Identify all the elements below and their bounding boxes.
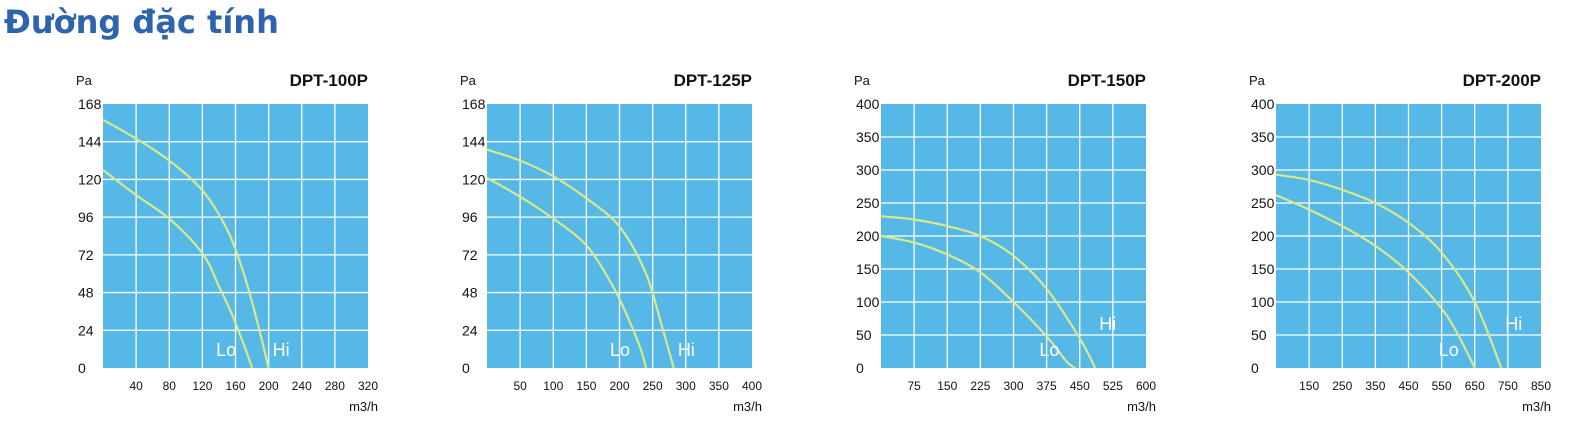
x-tick-label: 450: [1070, 379, 1090, 393]
curve-label-lo: Lo: [216, 340, 236, 360]
y-tick-label: 200: [1251, 228, 1275, 244]
curve-label-hi: Hi: [1505, 314, 1522, 334]
x-tick-label: 375: [1037, 379, 1057, 393]
x-axis-label: m3/h: [733, 399, 762, 414]
y-tick-label: 100: [1251, 294, 1275, 310]
x-tick-label: 160: [225, 379, 245, 393]
curve-lo: [102, 169, 254, 369]
x-tick-label: 40: [129, 379, 143, 393]
y-tick-label: 400: [1251, 96, 1275, 112]
y-tick-label: 200: [856, 228, 880, 244]
y-tick-label: 300: [856, 162, 880, 178]
x-tick-label: 200: [609, 379, 629, 393]
y-tick-label: 96: [78, 209, 94, 225]
x-tick-label: 250: [1332, 379, 1352, 393]
y-tick-label: 168: [462, 96, 486, 112]
y-axis-label: Pa: [76, 73, 93, 88]
x-tick-label: 150: [1299, 379, 1319, 393]
y-axis-label: Pa: [1249, 73, 1266, 88]
y-tick-label: 400: [856, 96, 880, 112]
curve-label-lo: Lo: [610, 340, 630, 360]
x-tick-label: 400: [742, 379, 762, 393]
y-tick-label: 350: [856, 129, 880, 145]
page-title: Đường đặc tính: [4, 3, 279, 41]
x-axis-label: m3/h: [349, 399, 378, 414]
curve-label-lo: Lo: [1039, 340, 1059, 360]
x-tick-label: 650: [1465, 379, 1485, 393]
x-tick-label: 100: [543, 379, 563, 393]
x-tick-label: 525: [1103, 379, 1123, 393]
x-tick-label: 550: [1432, 379, 1452, 393]
y-tick-label: 120: [462, 171, 486, 187]
x-tick-label: 280: [325, 379, 345, 393]
y-tick-label: 150: [1251, 261, 1275, 277]
chart-title: DPT-100P: [290, 71, 368, 90]
x-tick-label: 750: [1498, 379, 1518, 393]
y-tick-label: 100: [856, 294, 880, 310]
y-tick-label: 96: [462, 209, 478, 225]
y-axis-label: Pa: [460, 73, 477, 88]
x-tick-label: 150: [937, 379, 957, 393]
curve-lo: [486, 176, 648, 369]
y-tick-label: 50: [1251, 327, 1267, 343]
x-axis-label: m3/h: [1127, 399, 1156, 414]
curve-hi: [880, 215, 1097, 369]
curve-lo: [1275, 194, 1476, 369]
y-tick-label: 24: [78, 322, 94, 338]
chart-dpt-200p: DPT-200P Pa m3/h 0 50 100 150 200 250 300 350 400 15…: [1249, 71, 1551, 414]
chart-title: DPT-125P: [674, 71, 752, 90]
curve-hi: [486, 148, 675, 369]
y-tick-label: 72: [78, 247, 94, 263]
chart-dpt-150p: DPT-150P Pa m3/h 0 50 100 150 200 250 300 350 400 75…: [854, 71, 1156, 414]
x-tick-label: 320: [358, 379, 378, 393]
y-tick-label: 144: [462, 134, 486, 150]
x-tick-label: 300: [1003, 379, 1023, 393]
x-tick-label: 150: [576, 379, 596, 393]
y-tick-label: 48: [78, 285, 94, 301]
y-tick-label: 0: [462, 360, 470, 376]
y-tick-label: 144: [78, 134, 102, 150]
chart-dpt-125p: DPT-125P Pa m3/h 0 24 48 72 96 120 144 168 50 100 150…: [460, 71, 762, 414]
curve-label-hi: Hi: [1099, 314, 1116, 334]
curve-label-hi: Hi: [678, 340, 695, 360]
chart-title: DPT-200P: [1463, 71, 1541, 90]
y-tick-label: 250: [856, 195, 880, 211]
x-tick-label: 200: [259, 379, 279, 393]
x-tick-label: 450: [1398, 379, 1418, 393]
y-tick-label: 50: [856, 327, 872, 343]
curve-label-lo: Lo: [1439, 340, 1459, 360]
curve-label-hi: Hi: [273, 340, 290, 360]
y-tick-label: 250: [1251, 195, 1275, 211]
x-tick-label: 850: [1531, 379, 1551, 393]
x-tick-label: 225: [970, 379, 990, 393]
y-tick-label: 24: [462, 322, 478, 338]
x-axis-label: m3/h: [1522, 399, 1551, 414]
curve-hi: [102, 118, 270, 369]
chart-dpt-100p: DPT-100P Pa m3/h 0 24 48 72 96 120 144 168 40 80 120 1…: [76, 71, 378, 414]
y-tick-label: 150: [856, 261, 880, 277]
x-tick-label: 300: [676, 379, 696, 393]
y-tick-label: 0: [1251, 360, 1259, 376]
x-tick-label: 80: [163, 379, 177, 393]
y-tick-label: 350: [1251, 129, 1275, 145]
x-tick-label: 120: [192, 379, 212, 393]
curve-hi: [1275, 173, 1503, 369]
y-tick-label: 168: [78, 96, 102, 112]
y-tick-label: 48: [462, 285, 478, 301]
y-tick-label: 72: [462, 247, 478, 263]
x-tick-label: 240: [292, 379, 312, 393]
y-tick-label: 0: [856, 360, 864, 376]
x-tick-label: 50: [513, 379, 527, 393]
chart-title: DPT-150P: [1068, 71, 1146, 90]
x-tick-label: 350: [1365, 379, 1385, 393]
y-axis-label: Pa: [854, 73, 871, 88]
y-tick-label: 300: [1251, 162, 1275, 178]
x-tick-label: 350: [709, 379, 729, 393]
y-tick-label: 120: [78, 171, 102, 187]
x-tick-label: 75: [907, 379, 921, 393]
curve-lo: [880, 234, 1076, 369]
y-tick-label: 0: [78, 360, 86, 376]
x-tick-label: 600: [1136, 379, 1156, 393]
x-tick-label: 250: [643, 379, 663, 393]
